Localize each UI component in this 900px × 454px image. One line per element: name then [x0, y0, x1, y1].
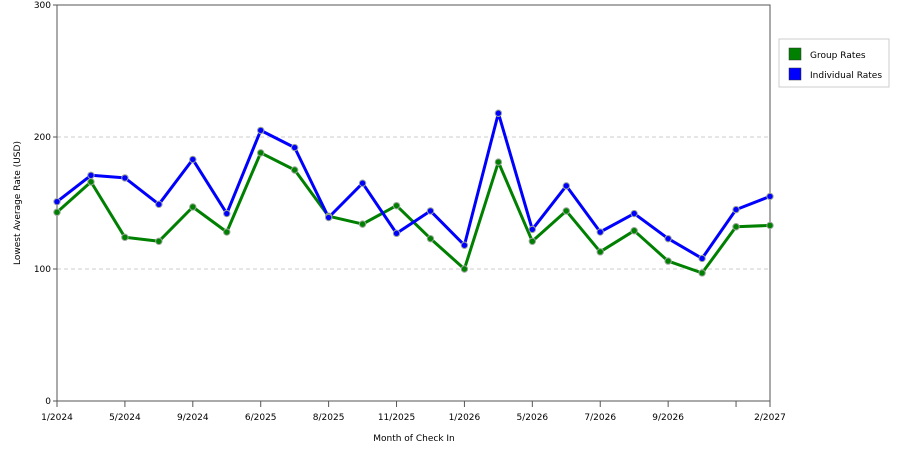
data-point: [257, 126, 265, 135]
data-point: [121, 174, 129, 182]
y-tick-label: 0: [45, 397, 51, 407]
x-tick-label: 2/2027: [754, 413, 786, 423]
data-point: [290, 143, 299, 152]
series-line-0: [56, 151, 771, 275]
legend-label: Group Rates: [810, 51, 866, 61]
x-tick-label: 9/2024: [177, 413, 209, 423]
data-point: [528, 237, 537, 245]
x-axis-ticks: 1/2024 5/2024 9/2024 6/2025 8/2025 11/2025 1/2…: [41, 401, 786, 423]
x-tick-label: 7/2026: [584, 413, 616, 423]
y-tick-label: 200: [34, 133, 51, 143]
data-point: [732, 223, 740, 231]
data-point: [460, 265, 469, 273]
data-point: [562, 207, 570, 215]
data-point: [189, 203, 197, 211]
data-point: [257, 149, 265, 157]
x-tick-label: 9/2026: [652, 413, 684, 423]
data-point: [596, 248, 604, 256]
x-axis-title: Month of Check In: [373, 434, 455, 444]
y-tick-label: 300: [34, 1, 51, 11]
data-point: [562, 182, 570, 190]
series-line-1: [56, 111, 771, 260]
data-point: [87, 171, 95, 179]
data-point: [155, 200, 163, 209]
legend: Group Rates Individual Rates: [778, 38, 890, 88]
series-points: [53, 109, 774, 277]
data-point: [698, 254, 706, 263]
legend-swatch: [788, 67, 802, 81]
data-point: [426, 207, 435, 215]
plot-frame: [56, 4, 771, 402]
y-axis-title: Lowest Average Rate (USD): [13, 141, 23, 265]
legend-swatch: [788, 47, 802, 61]
data-point: [766, 192, 774, 201]
data-point: [528, 225, 537, 234]
gridlines: [57, 136, 770, 270]
data-point: [324, 213, 333, 222]
series-lines: [56, 111, 771, 275]
data-point: [392, 201, 401, 210]
x-tick-label: 5/2026: [516, 413, 548, 423]
data-point: [121, 233, 129, 242]
axes: [56, 4, 771, 402]
data-point: [732, 205, 740, 214]
data-point: [460, 241, 469, 249]
data-point: [189, 155, 197, 164]
x-tick-label: 5/2024: [109, 413, 141, 423]
data-point: [766, 221, 774, 230]
data-point: [426, 234, 435, 243]
x-tick-label: 1/2024: [41, 413, 73, 423]
y-tick-label: 100: [34, 265, 51, 275]
data-point: [358, 220, 367, 228]
data-point: [630, 209, 638, 218]
data-point: [53, 208, 61, 216]
data-point: [53, 197, 61, 206]
data-point: [290, 166, 299, 174]
data-point: [223, 209, 231, 218]
legend-label: Individual Rates: [810, 71, 882, 81]
data-point: [630, 227, 638, 235]
x-tick-label: 6/2025: [245, 413, 277, 423]
data-point: [494, 109, 503, 117]
y-axis-ticks: 0 100 200 300: [34, 1, 57, 407]
data-point: [358, 179, 367, 187]
data-point: [494, 158, 503, 166]
data-point: [596, 228, 604, 236]
data-point: [664, 234, 672, 243]
data-point: [87, 178, 95, 186]
data-point: [664, 257, 672, 265]
data-point: [392, 229, 401, 238]
data-point: [223, 228, 231, 236]
x-tick-label: 8/2025: [313, 413, 345, 423]
data-point: [698, 269, 706, 277]
x-tick-label: 1/2026: [449, 413, 481, 423]
data-point: [155, 237, 163, 245]
x-tick-label: 11/2025: [378, 413, 415, 423]
